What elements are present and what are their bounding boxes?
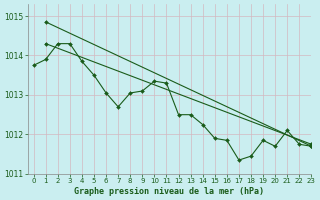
X-axis label: Graphe pression niveau de la mer (hPa): Graphe pression niveau de la mer (hPa)	[75, 187, 265, 196]
